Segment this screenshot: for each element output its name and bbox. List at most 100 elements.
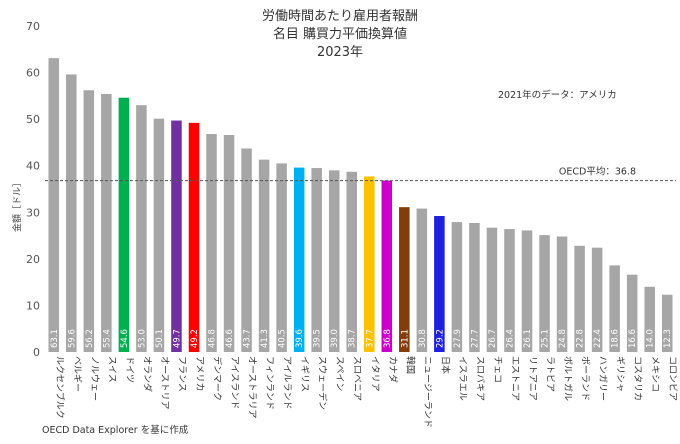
bar-value-label: 39.6 (295, 329, 305, 348)
bar (188, 122, 200, 353)
category-label: スウェーデン (317, 356, 329, 410)
category-label: メキシコ (650, 356, 660, 392)
bar-value-label: 22.8 (576, 329, 586, 348)
category-label: ルクセンブルク (54, 356, 66, 419)
bar-value-label: 56.2 (85, 329, 95, 348)
bar-value-label: 14.0 (646, 329, 656, 348)
category-label: ノルウェー (89, 356, 100, 401)
y-tick-label: 50 (26, 113, 40, 126)
category-label: ベルギー (71, 356, 82, 392)
y-tick-label: 30 (26, 206, 40, 219)
bar-value-label: 26.4 (505, 329, 515, 348)
bar-value-label: 46.8 (208, 329, 218, 348)
category-label: 日本 (439, 356, 451, 374)
y-tick-label: 60 (26, 67, 40, 80)
bar-value-label: 50.1 (155, 329, 165, 348)
bar-value-label: 26.1 (523, 329, 533, 348)
bar-value-label: 54.6 (120, 329, 130, 348)
bar (311, 168, 322, 352)
category-label: フランス (176, 356, 187, 392)
bar-value-label: 59.6 (67, 329, 77, 348)
category-label: イスラエル (457, 356, 468, 401)
bar (416, 208, 428, 352)
category-label: ラトビア (545, 356, 556, 392)
category-label: アメリカ (194, 356, 205, 392)
category-label: アイルランド (282, 356, 293, 410)
bar-value-label: 49.2 (190, 329, 200, 348)
category-label: オーストラリア (247, 356, 258, 419)
bar (328, 170, 340, 352)
y-axis-label: 金額［ドル］ (11, 178, 23, 232)
bar (661, 294, 673, 352)
bar (276, 163, 287, 352)
y-tick-label: 20 (26, 253, 40, 266)
category-label: ギリシャ (615, 356, 626, 392)
bar (66, 74, 77, 352)
bar (293, 167, 305, 352)
category-label: デンマーク (212, 356, 224, 401)
bar (136, 105, 147, 353)
bar-value-label: 27.7 (470, 329, 480, 348)
bar (521, 230, 533, 352)
category-label: ポーランド (580, 356, 591, 401)
bar-value-label: 30.8 (418, 329, 428, 348)
bar-value-label: 18.6 (611, 329, 621, 348)
chart-title-line-1: 労働時間あたり雇用者報酬 (262, 8, 418, 24)
bar (451, 222, 463, 352)
bar (609, 265, 620, 352)
bar (346, 171, 357, 352)
category-label: エストニア (509, 356, 519, 401)
value-labels: 63.1 59.6 56.2 55.4 54.6 53.0 50.1 49.7 49.2 46.8… (50, 329, 673, 348)
category-label: スロベニア (352, 356, 362, 401)
bar-value-label: 55.4 (102, 329, 112, 348)
category-label: コロンビア (667, 356, 678, 401)
y-tick-label: 0 (33, 346, 40, 359)
bar-value-label: 31.1 (400, 329, 410, 348)
bar-series (48, 58, 673, 353)
category-label: ポルトガル (562, 356, 573, 401)
bar-value-label: 12.3 (663, 329, 673, 348)
bar (644, 286, 655, 352)
bar (574, 245, 585, 352)
category-labels: ルクセンブルク ベルギー ノルウェー スイス ドイツ オランダ オーストリア フランス アメリカ… (54, 356, 678, 428)
bar (153, 118, 165, 352)
bar (381, 180, 393, 352)
bar-value-label: 40.5 (278, 329, 288, 348)
bar (241, 148, 252, 352)
category-label: フィンランド (264, 356, 275, 410)
category-label: スロバキア (474, 356, 485, 401)
category-label: ドイツ (124, 356, 134, 383)
bar-value-label: 43.7 (243, 329, 253, 348)
category-label: ニュージーランド (422, 356, 433, 428)
bar (556, 236, 568, 352)
bar (223, 134, 235, 352)
bar (486, 227, 498, 352)
category-label: ハンガリー (597, 356, 608, 401)
bar (539, 235, 550, 352)
bar-value-label: 26.7 (488, 329, 498, 348)
category-label: イタリア (369, 356, 380, 392)
data-year-note: 2021年のデータ：アメリカ (498, 89, 617, 101)
bar-value-label: 39.5 (313, 329, 323, 348)
bar (591, 247, 603, 352)
y-axis-ticks: 0 10 20 30 40 50 60 70 (26, 20, 40, 359)
category-label: アイスランド (229, 356, 240, 409)
bar-value-label: 29.2 (435, 329, 445, 348)
category-label: リトアニア (527, 356, 537, 401)
bar (469, 222, 480, 352)
bar (626, 274, 638, 352)
bar-value-label: 22.4 (593, 329, 603, 348)
bar (48, 58, 60, 353)
bar-value-label: 16.6 (628, 329, 638, 348)
bar-value-label: 25.1 (541, 329, 551, 348)
bar-value-label: 38.7 (348, 329, 358, 348)
chart-title-line-2: 名目 購買力平価換算値 (273, 26, 407, 42)
category-label: スイス (106, 356, 116, 383)
oecd-average-label: OECD平均：36.8 (559, 166, 636, 178)
category-label: イギリス (299, 356, 310, 392)
bar-value-label: 24.8 (558, 329, 568, 348)
bar (171, 120, 182, 352)
bar-value-label: 27.9 (453, 329, 463, 348)
